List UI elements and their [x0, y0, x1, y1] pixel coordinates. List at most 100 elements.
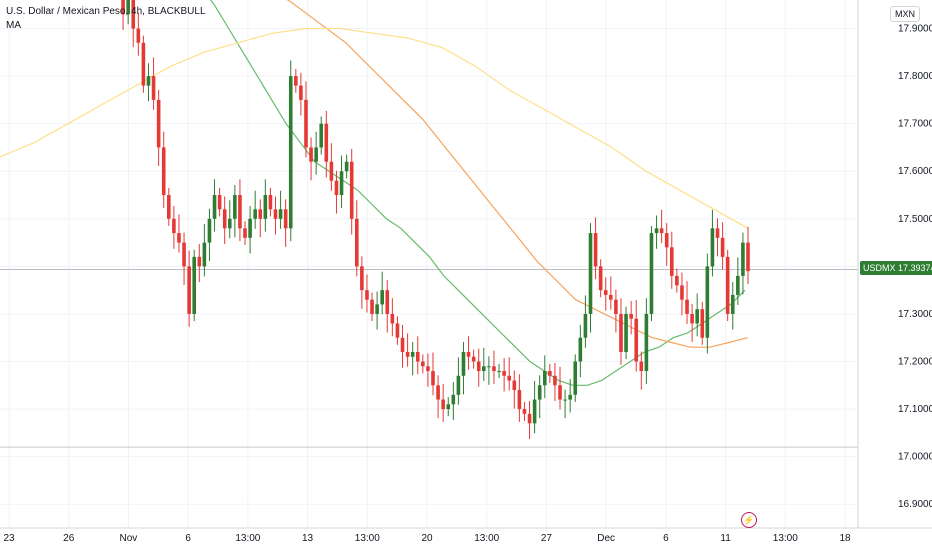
- last-price-tag: 17.39374: [895, 261, 932, 275]
- candle: [339, 155, 344, 208]
- candle: [370, 292, 374, 322]
- candle: [492, 350, 496, 384]
- candle-body: [730, 294, 735, 314]
- candle: [365, 274, 369, 313]
- currency-label[interactable]: MXN: [890, 6, 920, 22]
- candle-body: [720, 237, 725, 257]
- indicator-label[interactable]: MA: [6, 20, 21, 31]
- candle: [222, 196, 227, 245]
- candle: [436, 375, 440, 419]
- candle-body: [294, 76, 298, 86]
- candle: [476, 348, 481, 387]
- candle: [517, 374, 522, 422]
- candle: [512, 370, 517, 409]
- candle-body: [675, 275, 679, 286]
- candle-body: [161, 147, 166, 196]
- candle: [685, 281, 689, 324]
- candle-body: [644, 313, 649, 372]
- candle-body: [741, 242, 745, 276]
- candle: [227, 200, 232, 239]
- time-tick-label: 13:00: [474, 533, 499, 544]
- candle-body: [227, 218, 232, 229]
- candle-body: [725, 256, 730, 314]
- candle-body: [121, 0, 125, 15]
- candle: [522, 401, 527, 421]
- candle-body: [426, 366, 430, 372]
- time-tick-label: 6: [185, 533, 191, 544]
- candle-body: [370, 299, 374, 314]
- candle-body: [253, 209, 257, 219]
- candle-body: [568, 394, 572, 400]
- candle-body: [517, 390, 522, 410]
- candle: [121, 0, 125, 30]
- candle: [563, 389, 567, 419]
- candle: [329, 143, 334, 191]
- candle: [385, 280, 390, 333]
- candle: [400, 324, 405, 368]
- candle-body: [334, 180, 339, 196]
- candle-body: [461, 352, 466, 376]
- flash-icon[interactable]: ⚡: [741, 512, 757, 528]
- candle: [614, 289, 618, 333]
- candle: [167, 187, 171, 226]
- candle-body: [177, 233, 181, 243]
- candle: [482, 347, 486, 382]
- candle-body: [339, 171, 344, 196]
- candle: [725, 249, 730, 322]
- candle: [669, 231, 674, 289]
- ma-line: [0, 27, 749, 229]
- candle-body: [212, 195, 217, 219]
- candle-body: [619, 313, 623, 352]
- time-tick-label: 13:00: [355, 533, 380, 544]
- candle: [680, 272, 684, 316]
- candle-body: [710, 228, 715, 267]
- candle-body: [436, 385, 440, 400]
- candle: [451, 381, 456, 421]
- candle: [314, 131, 318, 175]
- candle-body: [446, 404, 451, 410]
- candle: [471, 349, 476, 369]
- candle-body: [512, 380, 517, 391]
- candle: [532, 381, 537, 434]
- candle-body: [634, 318, 639, 362]
- candle: [720, 222, 725, 270]
- candle-body: [395, 323, 400, 338]
- candle: [695, 293, 699, 337]
- chart-title-block: U.S. Dollar / Mexican Peso, 4h, BLACKBUL…: [6, 5, 206, 33]
- time-axis[interactable]: 23 26 Nov 6 13:00 13 13:00 20 13:00 27 Dec 6 11 13:00…: [0, 527, 932, 544]
- candle-body: [542, 371, 547, 386]
- candle: [548, 363, 552, 383]
- candle-body: [141, 42, 146, 86]
- candle: [410, 342, 415, 376]
- candle: [598, 259, 603, 298]
- candle-body: [639, 361, 644, 372]
- candle: [644, 298, 649, 384]
- candle-body: [532, 399, 537, 424]
- candle-body: [527, 413, 532, 424]
- candle: [426, 353, 430, 387]
- candle: [507, 357, 512, 391]
- candle-body: [324, 123, 329, 162]
- candle: [156, 89, 161, 167]
- candle: [375, 291, 379, 330]
- candle-body: [187, 266, 191, 314]
- candle-body: [344, 161, 349, 172]
- candle-body: [654, 228, 659, 234]
- candle: [334, 170, 339, 214]
- ma-line: [285, 0, 749, 348]
- candle-body: [207, 218, 212, 243]
- candle-body: [278, 209, 283, 219]
- chart-title: U.S. Dollar / Mexican Peso, 4h, BLACKBUL…: [6, 6, 206, 17]
- candle-body: [304, 99, 308, 148]
- candle: [431, 352, 435, 396]
- candle-body: [537, 385, 542, 400]
- candle-body: [497, 371, 501, 373]
- candle-body: [248, 218, 252, 238]
- grid: [0, 0, 858, 528]
- candle: [659, 209, 664, 244]
- candle: [161, 131, 166, 208]
- time-tick-label: 27: [541, 533, 553, 544]
- candle-body: [563, 399, 567, 401]
- candle-body: [664, 233, 669, 248]
